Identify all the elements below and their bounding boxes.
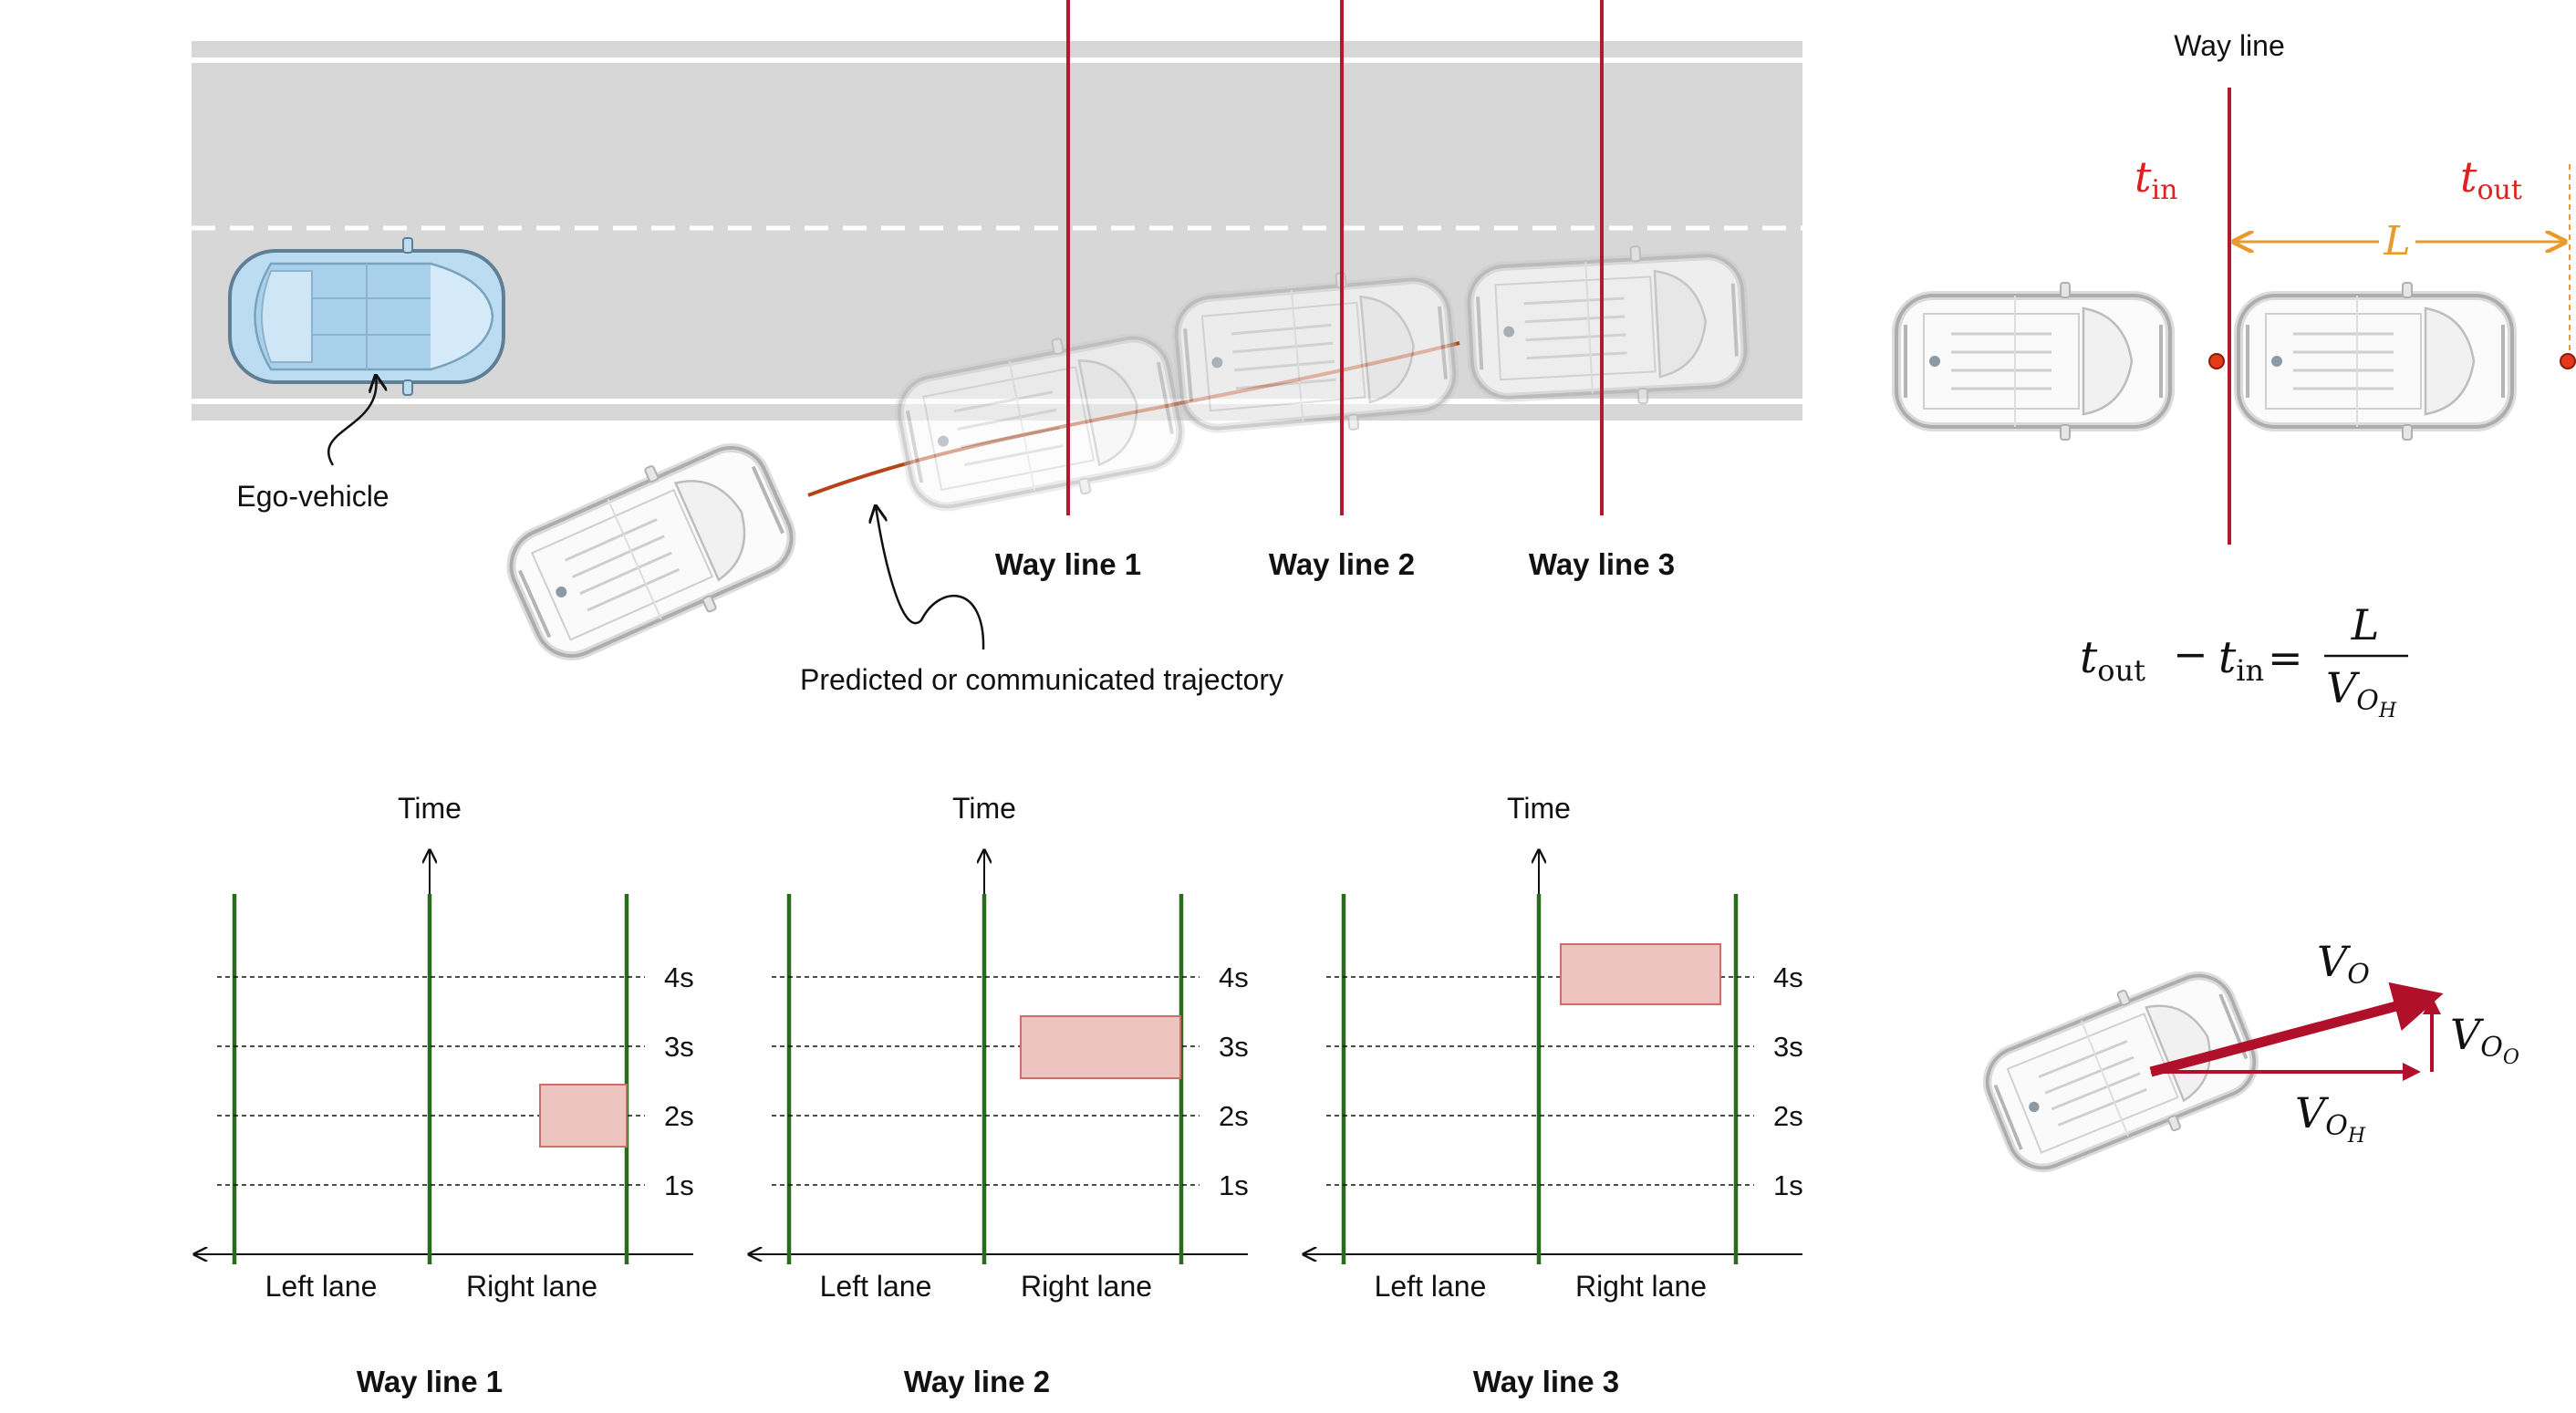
road-scene: Way line 1 Way line 2 Way line 3 Ego-veh… bbox=[192, 0, 1802, 696]
right-lane-label: Right lane bbox=[466, 1270, 597, 1303]
t-out-label: tout bbox=[2460, 152, 2522, 206]
trajectory-label: Predicted or communicated trajectory bbox=[800, 663, 1283, 696]
right-lane-label: Right lane bbox=[1021, 1270, 1152, 1303]
tick-4s: 4s bbox=[1773, 961, 1803, 993]
occupied-interval bbox=[1020, 1015, 1181, 1079]
length-label-bg bbox=[2379, 219, 2415, 261]
way-line-1-label: Way line 1 bbox=[995, 547, 1141, 581]
duration-equation: tout − tin = L VOH bbox=[2080, 600, 2408, 722]
ego-callout-arrow bbox=[327, 376, 376, 466]
other-vehicle bbox=[494, 424, 808, 679]
svg-text:=: = bbox=[2268, 633, 2303, 682]
way-line-2-label: Way line 2 bbox=[1269, 547, 1415, 581]
tick-3s: 3s bbox=[1773, 1031, 1803, 1063]
voo-label: VOO bbox=[2450, 1010, 2519, 1069]
left-lane-label: Left lane bbox=[820, 1270, 932, 1303]
trajectory-callout-arrow bbox=[876, 506, 985, 650]
timeline-axis-label: Time bbox=[1507, 792, 1571, 825]
left-lane-label: Left lane bbox=[1375, 1270, 1487, 1303]
occupied-interval bbox=[539, 1084, 628, 1148]
tick-1s: 1s bbox=[1219, 1169, 1249, 1201]
svg-text:tin: tin bbox=[2218, 632, 2264, 688]
tick-1s: 1s bbox=[1773, 1169, 1803, 1201]
way-line-title: Way line bbox=[2174, 29, 2285, 62]
timeline-title: Way line 3 bbox=[1473, 1365, 1619, 1398]
tick-2s: 2s bbox=[664, 1100, 694, 1132]
ego-label: Ego-vehicle bbox=[236, 480, 389, 513]
way-line-3-label: Way line 3 bbox=[1529, 547, 1675, 581]
tick-2s: 2s bbox=[1219, 1100, 1249, 1132]
tick-4s: 4s bbox=[664, 961, 694, 993]
timeline-panel-2: Time 4s 3s 2s 1s Left lane Right lane Wa… bbox=[749, 792, 1249, 1398]
front-point-out bbox=[2560, 353, 2576, 369]
way-line-detail: Way line tin tout L tout − tin = L VOH bbox=[1896, 29, 2576, 722]
detail-car-in bbox=[1896, 283, 2170, 440]
timeline-panels: Time 4s 3s 2s 1s Left lane Right lane Wa… bbox=[194, 792, 1803, 1398]
tick-4s: 4s bbox=[1219, 961, 1249, 993]
timeline-axis-label: Time bbox=[398, 792, 462, 825]
timeline-title: Way line 2 bbox=[904, 1365, 1050, 1398]
timeline-title: Way line 1 bbox=[357, 1365, 503, 1398]
road-shoulder-top bbox=[192, 41, 1802, 57]
velocity-vector bbox=[2149, 982, 2444, 1077]
timeline-panel-3: Time 4s 3s 2s 1s Left lane Right lane Wa… bbox=[1304, 792, 1803, 1398]
svg-text:tout: tout bbox=[2080, 632, 2145, 688]
left-lane-label: Left lane bbox=[265, 1270, 378, 1303]
timeline-axis-label: Time bbox=[952, 792, 1016, 825]
voh-label: VOH bbox=[2295, 1088, 2366, 1148]
ego-vehicle bbox=[228, 236, 505, 397]
timeline-panel-1: Time 4s 3s 2s 1s Left lane Right lane Wa… bbox=[194, 792, 694, 1398]
tick-3s: 3s bbox=[664, 1031, 694, 1063]
svg-text:L: L bbox=[2351, 600, 2380, 649]
svg-text:−: − bbox=[2173, 629, 2208, 679]
predicted-car-3 bbox=[1467, 241, 1749, 411]
velocity-diagram: VO VOO VOH bbox=[1972, 937, 2519, 1190]
tick-3s: 3s bbox=[1219, 1031, 1249, 1063]
t-in-label: tin bbox=[2135, 152, 2177, 206]
tick-2s: 2s bbox=[1773, 1100, 1803, 1132]
front-point-in bbox=[2208, 353, 2225, 369]
right-lane-label: Right lane bbox=[1575, 1270, 1707, 1303]
detail-car-out bbox=[2238, 283, 2512, 440]
svg-text:VOH: VOH bbox=[2326, 663, 2397, 722]
vo-label: VO bbox=[2317, 937, 2370, 991]
tick-1s: 1s bbox=[664, 1169, 694, 1201]
length-label: L bbox=[2383, 218, 2410, 265]
occupied-interval bbox=[1560, 943, 1721, 1005]
